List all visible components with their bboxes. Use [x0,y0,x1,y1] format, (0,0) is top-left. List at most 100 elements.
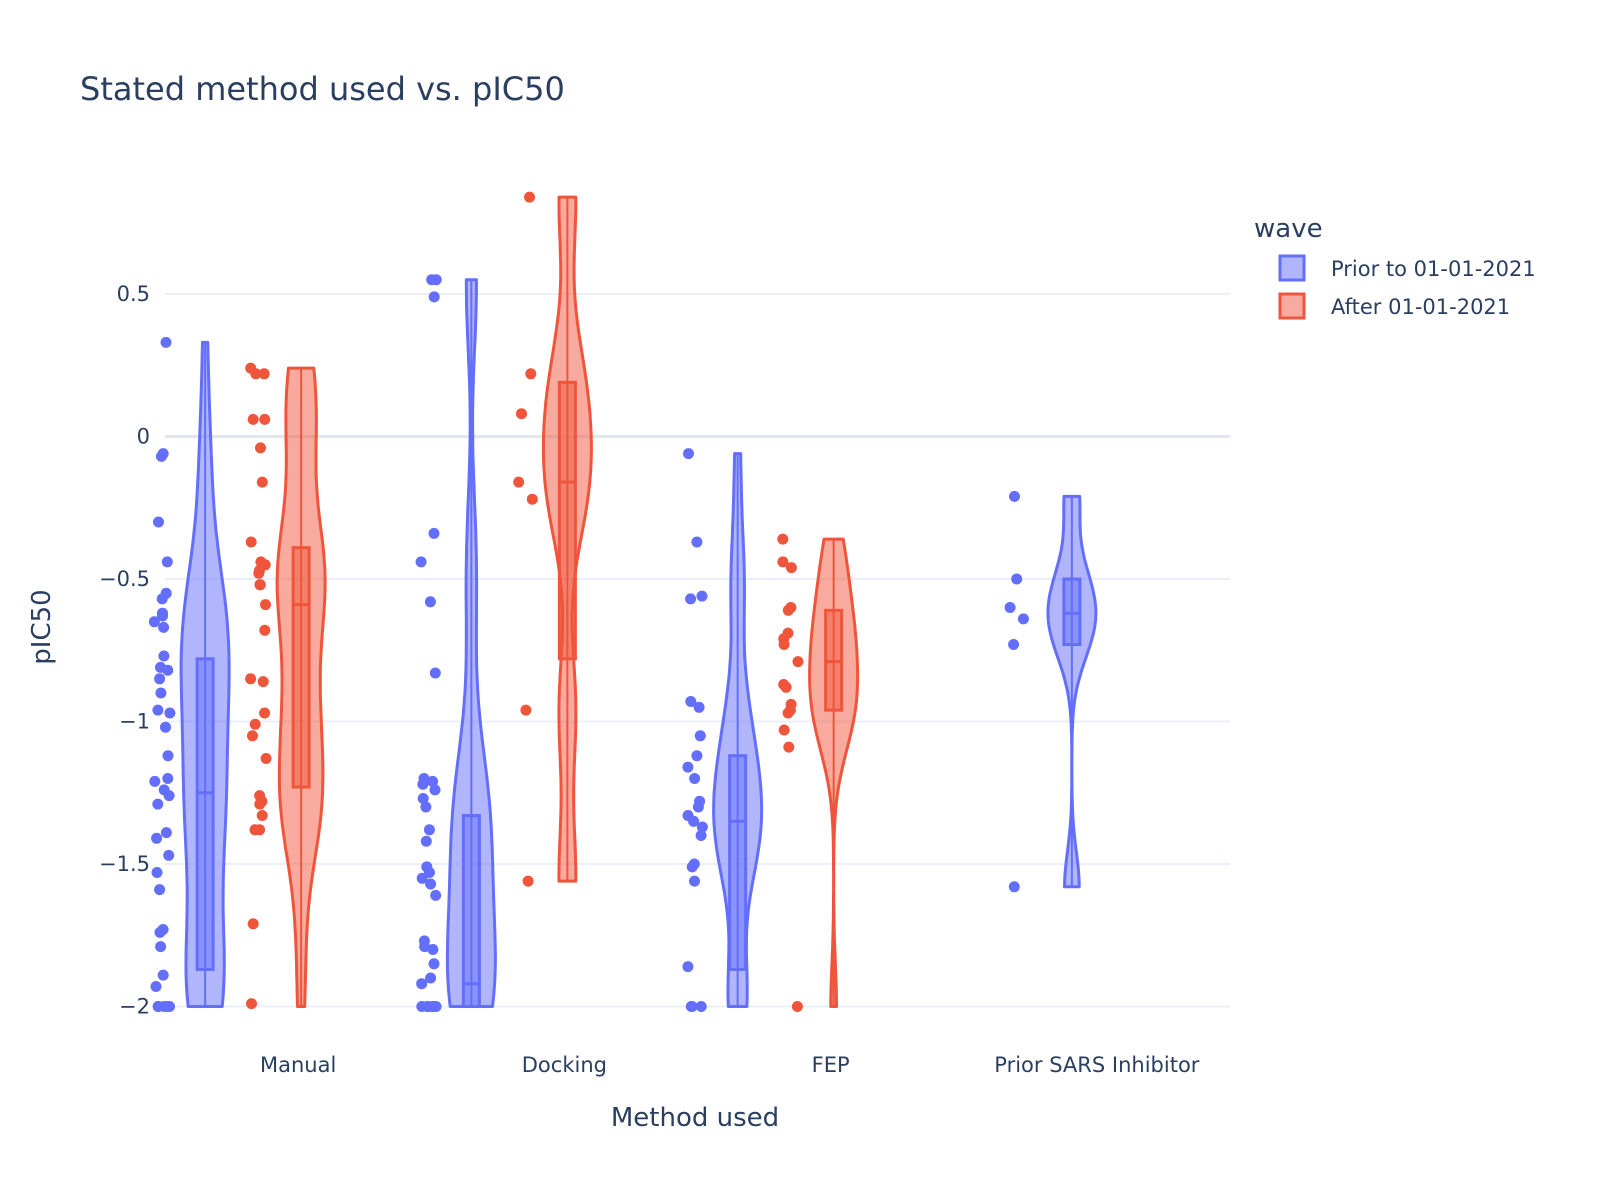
data-point[interactable] [682,761,694,773]
data-point[interactable] [429,784,441,796]
data-point[interactable] [424,596,436,608]
data-point[interactable] [425,878,437,890]
data-point[interactable] [258,368,270,380]
data-point[interactable] [259,707,271,719]
data-point[interactable] [246,998,257,1010]
data-point[interactable] [695,830,707,841]
data-point[interactable] [260,753,272,764]
data-point[interactable] [249,718,261,730]
data-point[interactable] [430,889,442,901]
data-point[interactable] [427,944,439,955]
data-point[interactable] [249,824,261,836]
data-point[interactable] [782,604,794,616]
data-point[interactable] [791,1001,803,1012]
data-point[interactable] [429,667,441,679]
data-point[interactable] [419,941,431,953]
data-point[interactable] [425,972,437,984]
data-point[interactable] [254,798,266,810]
data-point[interactable] [686,1001,698,1012]
data-point[interactable] [160,827,172,839]
data-point[interactable] [253,567,265,579]
data-point[interactable] [161,1001,173,1012]
data-point[interactable] [694,730,706,742]
data-point[interactable] [417,778,429,790]
data-point[interactable] [254,579,266,591]
data-point[interactable] [247,918,259,930]
data-point[interactable] [524,191,535,203]
data-point[interactable] [417,793,429,804]
data-point[interactable] [516,408,527,420]
data-point[interactable] [686,861,698,873]
data-point[interactable] [429,1001,441,1012]
data-point[interactable] [160,721,171,733]
data-point[interactable] [685,696,697,707]
data-point[interactable] [1009,490,1020,502]
data-point[interactable] [427,775,439,787]
data-point[interactable] [513,476,525,488]
data-point[interactable] [250,368,262,380]
data-point[interactable] [693,701,705,713]
data-point[interactable] [691,750,703,762]
data-point[interactable] [154,673,166,685]
data-point[interactable] [154,884,166,896]
data-point[interactable] [259,413,271,425]
data-point[interactable] [777,556,789,568]
data-point[interactable] [420,835,432,847]
data-point[interactable] [416,978,428,990]
data-point[interactable] [163,849,175,861]
data-point[interactable] [245,673,257,685]
data-point[interactable] [150,981,162,992]
data-point[interactable] [156,593,168,605]
data-point[interactable] [688,815,700,827]
data-point[interactable] [256,476,268,488]
data-point[interactable] [154,926,166,938]
data-point[interactable] [158,621,170,633]
data-point[interactable] [158,650,170,662]
data-point[interactable] [423,824,435,836]
data-point[interactable] [256,810,268,821]
data-point[interactable] [416,872,428,884]
data-point[interactable] [245,536,257,548]
data-point[interactable] [428,291,440,303]
data-point[interactable] [1008,881,1020,893]
data-point[interactable] [151,867,163,878]
data-point[interactable] [696,821,708,833]
data-point[interactable] [792,656,804,668]
data-point[interactable] [162,773,174,784]
data-point[interactable] [157,610,168,622]
data-point[interactable] [1011,573,1023,585]
data-point[interactable] [155,450,167,462]
data-point[interactable] [152,798,164,810]
data-point[interactable] [428,527,440,539]
data-point[interactable] [777,533,789,545]
data-point[interactable] [157,969,169,981]
data-point[interactable] [1008,639,1020,650]
data-point[interactable] [696,590,708,602]
data-point[interactable] [522,875,534,887]
data-point[interactable] [785,562,797,574]
data-point[interactable] [695,1001,707,1012]
data-point[interactable] [683,448,694,460]
data-point[interactable] [520,704,532,716]
data-point[interactable] [691,536,703,548]
data-point[interactable] [257,676,269,688]
data-point[interactable] [421,1001,433,1012]
data-point[interactable] [155,941,167,953]
data-point[interactable] [255,442,266,454]
data-point[interactable] [1004,602,1016,613]
data-point[interactable] [152,704,164,716]
data-point[interactable] [162,750,174,762]
data-point[interactable] [148,616,160,628]
legend-item-prior[interactable]: Prior to 01-01-2021 [1278,254,1536,282]
data-point[interactable] [160,336,172,348]
data-point[interactable] [259,624,271,636]
data-point[interactable] [689,875,700,887]
data-point[interactable] [420,801,432,813]
legend-item-after[interactable]: After 01-01-2021 [1278,292,1510,320]
data-point[interactable] [525,368,537,380]
data-point[interactable] [153,516,164,528]
data-point[interactable] [247,413,259,425]
data-point[interactable] [689,773,701,784]
data-point[interactable] [778,724,790,736]
data-point[interactable] [682,961,694,973]
